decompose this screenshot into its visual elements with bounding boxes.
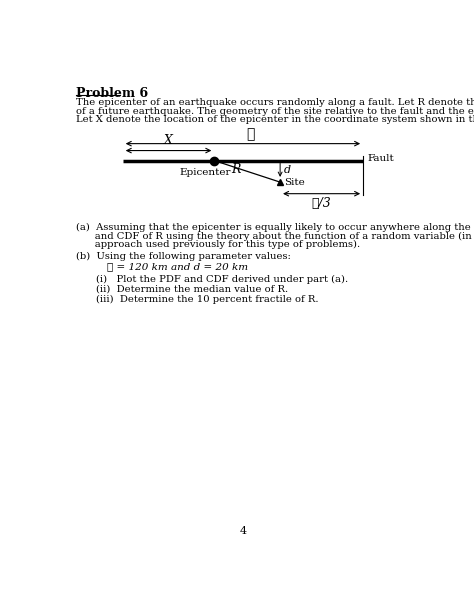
Text: ℓ: ℓ	[246, 128, 255, 142]
Text: Let X denote the location of the epicenter in the coordinate system shown in the: Let X denote the location of the epicent…	[76, 115, 474, 124]
Text: Epicenter: Epicenter	[179, 169, 231, 177]
Text: X: X	[164, 134, 173, 148]
Text: (ii)  Determine the median value of R.: (ii) Determine the median value of R.	[96, 284, 289, 294]
Text: 4: 4	[239, 527, 246, 536]
Text: ℓ/3: ℓ/3	[312, 197, 331, 210]
Text: (b)  Using the following parameter values:: (b) Using the following parameter values…	[76, 252, 291, 261]
Text: The epicenter of an earthquake occurs randomly along a fault. Let R denote the d: The epicenter of an earthquake occurs ra…	[76, 98, 474, 107]
Text: and CDF of R using the theory about the function of a random variable (in contra: and CDF of R using the theory about the …	[76, 232, 474, 240]
Text: (iii)  Determine the 10 percent fractile of R.: (iii) Determine the 10 percent fractile …	[96, 295, 319, 303]
Text: ℓ = 120 km and d = 20 km: ℓ = 120 km and d = 20 km	[107, 262, 248, 271]
Text: Problem 6: Problem 6	[76, 88, 148, 101]
Text: approach used previously for this type of problems).: approach used previously for this type o…	[76, 240, 360, 249]
Text: Fault: Fault	[368, 154, 394, 163]
Text: (i)   Plot the PDF and CDF derived under part (a).: (i) Plot the PDF and CDF derived under p…	[96, 275, 348, 284]
Text: (a)  Assuming that the epicenter is equally likely to occur anywhere along the f: (a) Assuming that the epicenter is equal…	[76, 223, 474, 232]
Text: R: R	[232, 162, 241, 175]
Text: d: d	[284, 165, 291, 175]
Text: Site: Site	[284, 178, 305, 188]
Text: of a future earthquake. The geometry of the site relative to the fault and the e: of a future earthquake. The geometry of …	[76, 107, 474, 116]
